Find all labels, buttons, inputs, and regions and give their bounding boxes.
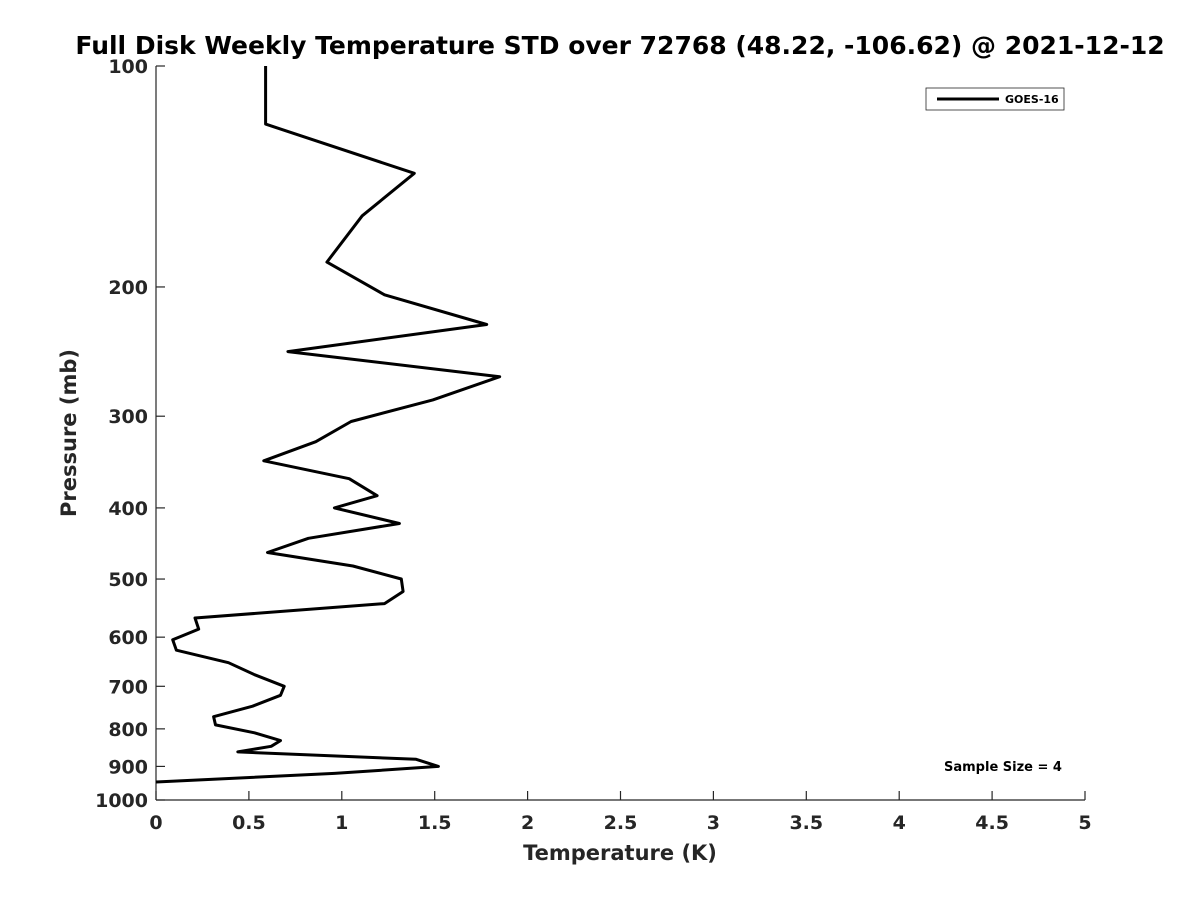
y-tick-label: 900 bbox=[108, 756, 148, 778]
legend-label-goes16: GOES-16 bbox=[1005, 93, 1059, 106]
x-tick-label: 4 bbox=[893, 812, 906, 834]
x-axis-label: Temperature (K) bbox=[523, 841, 717, 865]
x-tick-label: 2 bbox=[521, 812, 534, 834]
series-line-goes16 bbox=[155, 66, 502, 784]
y-tick-label: 200 bbox=[108, 277, 148, 299]
x-ticks: 0 0.5 1 1.5 2 2.5 3 3.5 4 4.5 5 bbox=[149, 791, 1092, 834]
x-tick-label: 3 bbox=[707, 812, 720, 834]
y-tick-label: 600 bbox=[108, 627, 148, 649]
x-tick-label: 2.5 bbox=[604, 812, 638, 834]
y-tick-label: 300 bbox=[108, 406, 148, 428]
x-tick-label: 0 bbox=[149, 812, 162, 834]
y-axis-label: Pressure (mb) bbox=[57, 349, 81, 517]
x-tick-label: 1.5 bbox=[418, 812, 452, 834]
chart-title: Full Disk Weekly Temperature STD over 72… bbox=[75, 31, 1164, 60]
y-tick-label: 700 bbox=[108, 676, 148, 698]
y-tick-label: 1000 bbox=[95, 790, 148, 812]
y-tick-label: 400 bbox=[108, 498, 148, 520]
y-ticks: 100 200 300 400 500 600 700 800 900 1000 bbox=[95, 56, 165, 812]
x-tick-label: 1 bbox=[335, 812, 348, 834]
y-tick-label: 100 bbox=[108, 56, 148, 78]
x-tick-label: 0.5 bbox=[232, 812, 266, 834]
x-tick-label: 5 bbox=[1078, 812, 1091, 834]
legend: GOES-16 bbox=[925, 87, 1065, 111]
series-layer bbox=[155, 66, 502, 784]
x-tick-label: 4.5 bbox=[975, 812, 1009, 834]
y-tick-label: 500 bbox=[108, 569, 148, 591]
axes bbox=[155, 66, 1085, 801]
sample-size-annotation: Sample Size = 4 bbox=[944, 760, 1062, 775]
x-tick-label: 3.5 bbox=[789, 812, 823, 834]
y-tick-label: 800 bbox=[108, 719, 148, 741]
